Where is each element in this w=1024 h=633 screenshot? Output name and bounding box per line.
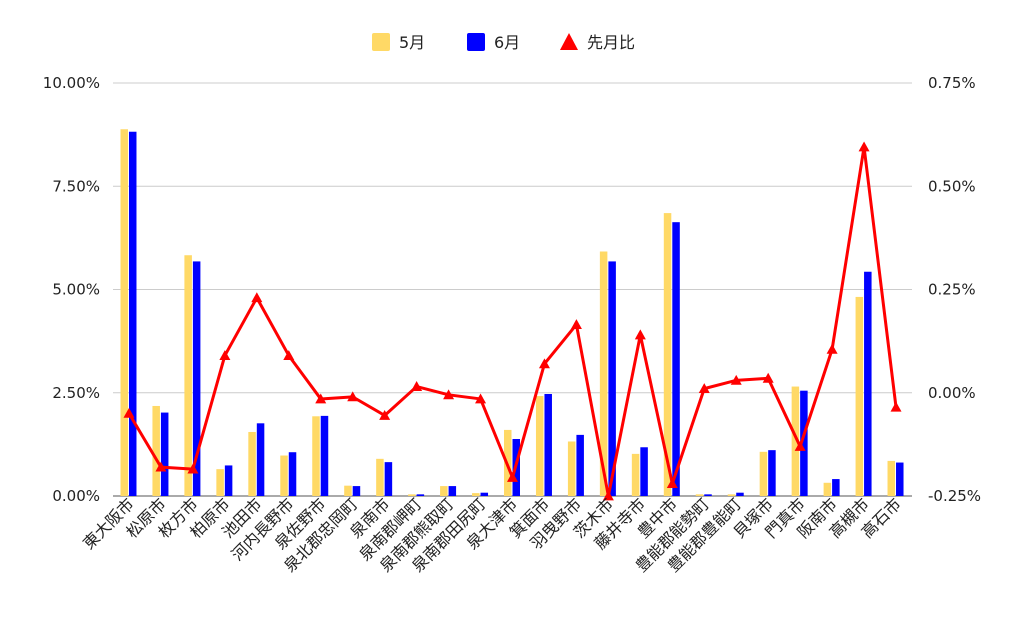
line-point — [602, 490, 614, 501]
bar — [256, 423, 265, 496]
bar — [759, 451, 768, 496]
y-right-tick-label: 0.50% — [928, 177, 976, 195]
line-point — [379, 409, 391, 420]
bar — [352, 486, 361, 496]
bar — [887, 460, 896, 496]
y-left-tick-label: 7.50% — [52, 177, 100, 195]
bar — [599, 251, 608, 496]
legend-label: 5月 — [399, 33, 425, 52]
line-point — [762, 372, 774, 383]
bar — [640, 447, 648, 496]
line-point — [794, 440, 806, 451]
bar — [631, 453, 640, 496]
bar — [480, 492, 489, 496]
bar — [120, 129, 128, 497]
legend-label: 先月比 — [587, 33, 635, 52]
line-point — [155, 461, 167, 472]
legend-swatch — [372, 33, 390, 51]
bar — [544, 393, 552, 496]
bar — [672, 222, 680, 496]
bar — [736, 492, 744, 496]
line-point — [538, 358, 550, 369]
bar — [472, 493, 480, 496]
y-left-tick-label: 2.50% — [52, 384, 100, 402]
line-point — [570, 319, 582, 330]
bar — [832, 479, 840, 496]
bar — [704, 494, 712, 496]
line-series — [123, 141, 902, 501]
bar — [248, 431, 256, 496]
y-left-tick-label: 10.00% — [43, 74, 100, 92]
y-right-tick-label: -0.25% — [928, 487, 981, 505]
line-point — [475, 393, 487, 404]
line-point — [347, 391, 359, 402]
bar — [823, 482, 832, 496]
bar — [576, 434, 584, 496]
bar — [320, 415, 329, 496]
bar — [280, 455, 288, 496]
bar — [768, 450, 776, 496]
line-point — [123, 407, 135, 418]
line-point — [826, 343, 838, 354]
bar — [855, 296, 864, 496]
axes: 0.00% 2.50% 5.00% 7.50% 10.00% -0.25% 0.00% 0.2… — [43, 74, 981, 576]
bar — [608, 261, 616, 496]
bar — [896, 462, 904, 496]
bar — [408, 494, 416, 496]
y-right-tick-label: 0.00% — [928, 384, 976, 402]
bar — [224, 465, 233, 496]
line-point — [219, 350, 231, 360]
bar — [288, 452, 297, 496]
line-point — [666, 478, 678, 489]
bar — [160, 412, 169, 496]
y-right-tick-label: 0.25% — [928, 281, 976, 299]
legend-swatch — [467, 33, 485, 51]
bar — [440, 486, 448, 496]
line-point — [443, 389, 455, 400]
line-point — [890, 401, 902, 412]
line-point — [315, 393, 327, 404]
bar — [128, 131, 137, 496]
bar — [152, 405, 160, 496]
line-point — [507, 471, 518, 482]
line-point — [730, 374, 742, 385]
legend-marker — [560, 33, 578, 50]
bar — [384, 462, 393, 496]
bar — [727, 494, 736, 496]
line-point — [187, 463, 199, 474]
bar — [864, 271, 872, 496]
bar — [192, 261, 201, 496]
bar — [416, 494, 425, 496]
line-point — [411, 381, 423, 391]
line-point — [634, 329, 646, 340]
y-right-tick-label: 0.75% — [928, 74, 976, 92]
y-left-tick-label: 5.00% — [52, 281, 100, 299]
legend: 5月 6月 先月比 — [372, 33, 635, 52]
bar — [535, 396, 544, 496]
y-left-tick-label: 0.00% — [52, 487, 100, 505]
bar — [184, 255, 192, 496]
bar — [695, 494, 704, 496]
bar — [567, 441, 576, 496]
line-point — [698, 383, 710, 394]
line-point — [251, 292, 263, 303]
bar — [344, 485, 352, 496]
bar — [312, 416, 320, 496]
legend-label: 6月 — [494, 33, 520, 52]
bar — [448, 486, 457, 496]
line-point — [283, 350, 295, 360]
bar — [663, 213, 672, 496]
bar — [376, 458, 384, 496]
bar — [216, 469, 224, 496]
bar — [800, 390, 808, 496]
line-point — [858, 141, 870, 152]
bars — [120, 129, 904, 497]
gridlines — [113, 82, 912, 497]
bar — [791, 386, 800, 496]
